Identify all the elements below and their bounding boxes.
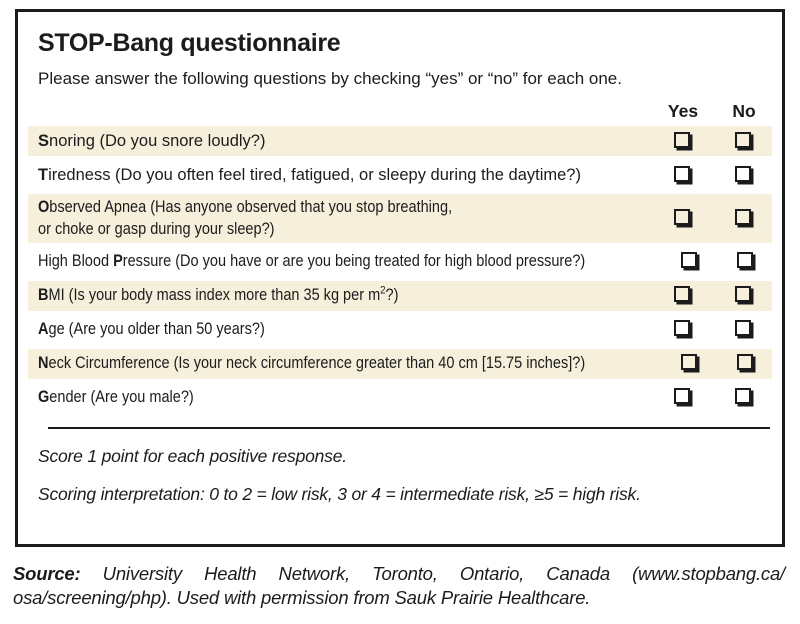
tiredness-yes-checkbox[interactable]	[673, 165, 690, 182]
question-label: Age (Are you older than 50 years?)	[38, 320, 265, 339]
high-blood-pressure-yes-checkbox[interactable]	[680, 252, 697, 269]
instructions-text: Please answer the following questions by…	[38, 69, 622, 88]
questionnaire-panel: STOP-Bang questionnaire Please answer th…	[15, 9, 785, 547]
age-yes-checkbox[interactable]	[673, 320, 690, 337]
source-attribution: Source: University Health Network, Toron…	[13, 562, 785, 610]
divider-line	[48, 426, 770, 429]
observed-apnea-no-checkbox[interactable]	[734, 208, 751, 225]
score-note: Score 1 point for each positive response…	[38, 445, 347, 466]
question-table: Yes No Snoring (Do you snore loudly?) Ti…	[28, 98, 772, 413]
question-row-high-blood-pressure: High Blood Pressure (Do you have or are …	[28, 247, 772, 277]
question-row-bmi: BMI (Is your body mass index more than 3…	[28, 280, 772, 311]
tiredness-no-checkbox[interactable]	[734, 165, 751, 182]
source-line-2: osa/screening/php). Used with permission…	[13, 587, 591, 609]
question-label: Gender (Are you male?)	[38, 388, 194, 407]
question-row-neck-circumference: Neck Circumference (Is your neck circumf…	[28, 348, 772, 379]
no-column-header: No	[732, 100, 756, 121]
question-label: Tiredness (Do you often feel tired, fati…	[38, 165, 581, 184]
yes-column-header: Yes	[667, 100, 699, 121]
age-no-checkbox[interactable]	[734, 320, 751, 337]
question-row-tiredness: Tiredness (Do you often feel tired, fati…	[28, 160, 772, 190]
question-label: Snoring (Do you snore loudly?)	[38, 131, 266, 150]
question-row-observed-apnea: Observed Apnea (Has anyone observed that…	[28, 194, 772, 243]
question-row-snoring: Snoring (Do you snore loudly?)	[28, 126, 772, 156]
scoring-interpretation: Scoring interpretation: 0 to 2 = low ris…	[38, 483, 641, 504]
source-line-1: Source: University Health Network, Toron…	[13, 563, 785, 584]
question-label: Observed Apnea (Has anyone observed that…	[38, 198, 453, 239]
gender-no-checkbox[interactable]	[734, 388, 751, 405]
observed-apnea-yes-checkbox[interactable]	[673, 208, 690, 225]
neck-circumference-yes-checkbox[interactable]	[680, 354, 697, 371]
table-header-row: Yes No	[28, 98, 772, 124]
question-row-age: Age (Are you older than 50 years?)	[28, 315, 772, 345]
source-label: Source:	[13, 563, 81, 584]
question-label: BMI (Is your body mass index more than 3…	[38, 284, 399, 305]
question-label: Neck Circumference (Is your neck circumf…	[38, 354, 586, 373]
snoring-yes-checkbox[interactable]	[673, 131, 690, 148]
question-label: High Blood Pressure (Do you have or are …	[38, 252, 586, 271]
question-row-gender: Gender (Are you male?)	[28, 383, 772, 413]
bmi-yes-checkbox[interactable]	[673, 286, 690, 303]
high-blood-pressure-no-checkbox[interactable]	[736, 252, 753, 269]
snoring-no-checkbox[interactable]	[734, 131, 751, 148]
bmi-no-checkbox[interactable]	[734, 286, 751, 303]
neck-circumference-no-checkbox[interactable]	[736, 354, 753, 371]
questionnaire-title: STOP-Bang questionnaire	[38, 29, 341, 57]
gender-yes-checkbox[interactable]	[673, 388, 690, 405]
